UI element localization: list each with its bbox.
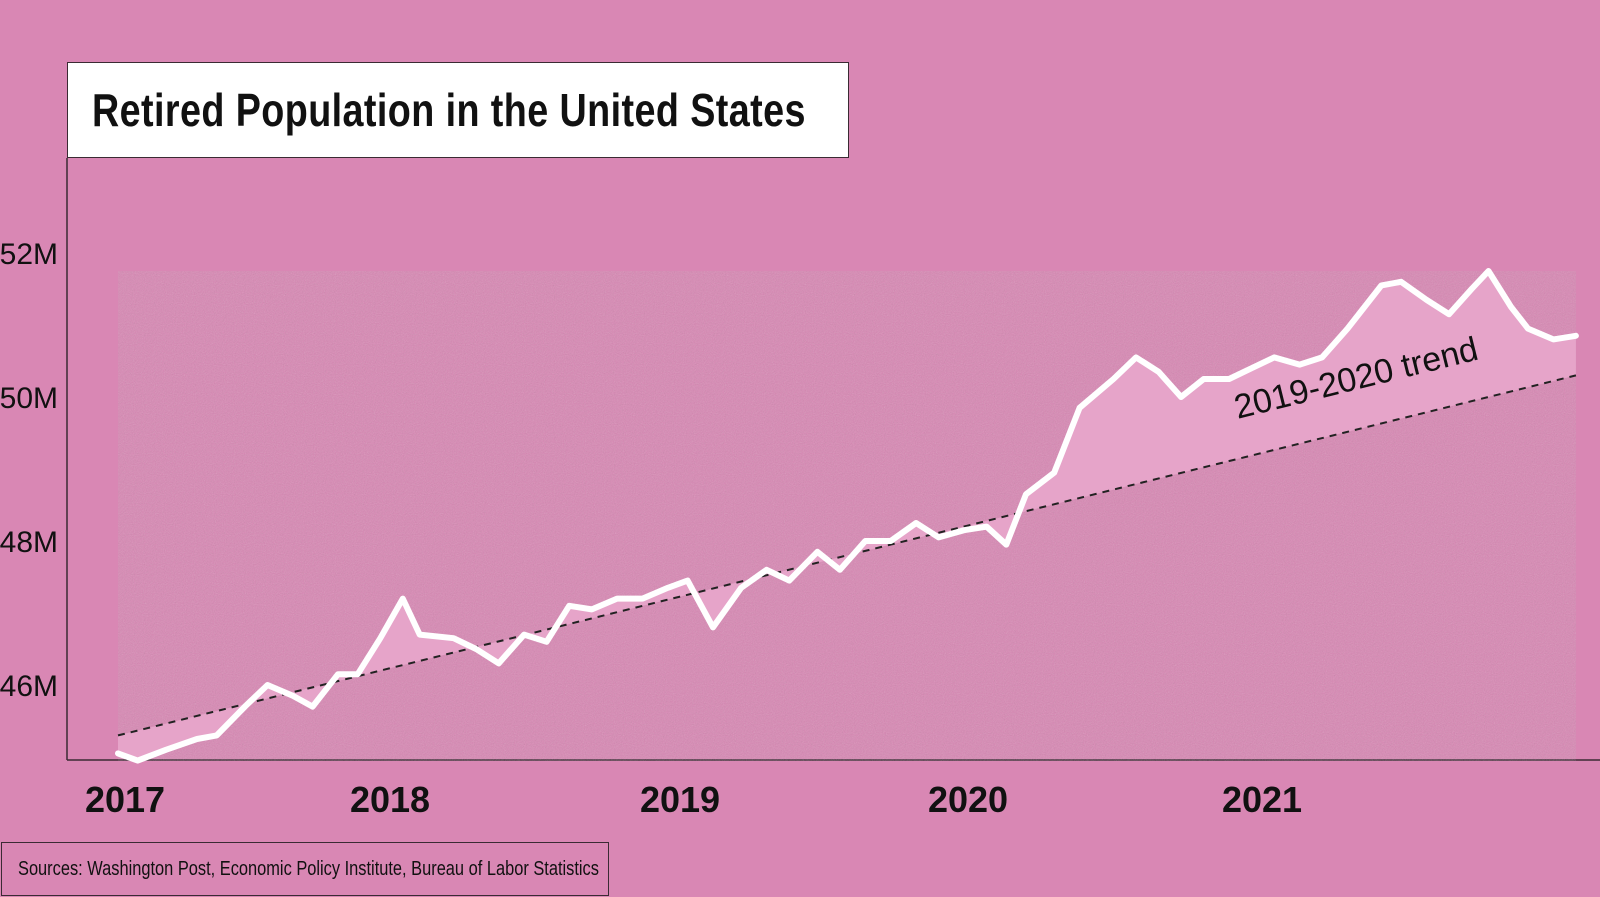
y-tick-label: 46M bbox=[0, 670, 58, 703]
source-box: Sources: Washington Post, Economic Polic… bbox=[1, 842, 609, 896]
y-tick-label: 48M bbox=[0, 526, 58, 559]
x-tick-label: 2019 bbox=[640, 779, 720, 820]
y-tick-labels: 46M 48M 50M 52M bbox=[0, 238, 58, 703]
trend-line bbox=[117, 374, 1577, 737]
x-tick-label: 2020 bbox=[928, 779, 1008, 820]
series-line-retired-population bbox=[115, 268, 1579, 764]
source-text: Sources: Washington Post, Economic Polic… bbox=[18, 857, 599, 880]
y-tick-label: 50M bbox=[0, 382, 58, 415]
excess-area-fill bbox=[118, 271, 1576, 761]
chart-title: Retired Population in the United States bbox=[92, 84, 806, 136]
x-tick-label: 2018 bbox=[350, 779, 430, 820]
chart-title-box: Retired Population in the United States bbox=[67, 62, 849, 158]
x-tick-labels: 2017 2018 2019 2020 2021 bbox=[85, 779, 1302, 820]
x-tick-label: 2021 bbox=[1222, 779, 1302, 820]
x-tick-label: 2017 bbox=[85, 779, 165, 820]
y-tick-label: 52M bbox=[0, 238, 58, 271]
